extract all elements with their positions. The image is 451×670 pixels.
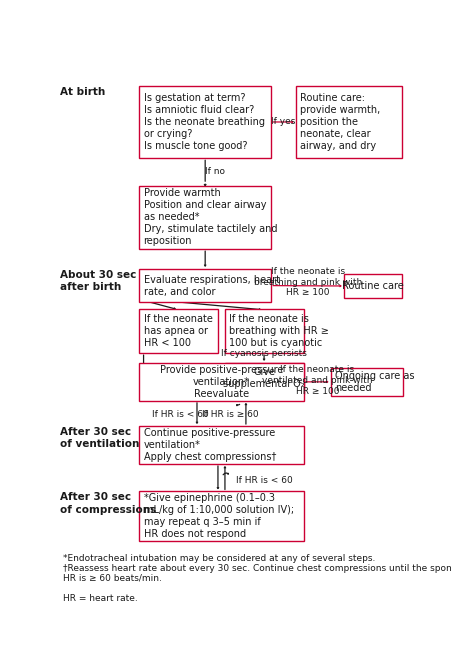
Text: Routine care:
provide warmth,
position the
neonate, clear
airway, and dry: Routine care: provide warmth, position t… bbox=[300, 93, 380, 151]
Text: If the neonate is
ventilated and pink with
HR ≥ 100: If the neonate is ventilated and pink wi… bbox=[262, 365, 373, 396]
FancyBboxPatch shape bbox=[139, 491, 304, 541]
Text: Is gestation at term?
Is amniotic fluid clear?
Is the neonate breathing
or cryin: Is gestation at term? Is amniotic fluid … bbox=[143, 93, 265, 151]
Text: *Give epinephrine (0.1–0.3
mL/kg of 1:10,000 solution IV);
may repeat q 3–5 min : *Give epinephrine (0.1–0.3 mL/kg of 1:10… bbox=[143, 493, 294, 539]
Text: Provide warmth
Position and clear airway
as needed*
Dry, stimulate tactilely and: Provide warmth Position and clear airway… bbox=[143, 188, 277, 247]
Text: At birth: At birth bbox=[60, 86, 106, 96]
FancyBboxPatch shape bbox=[139, 86, 271, 158]
Text: If the neonate is
breathing with HR ≥
100 but is cyanotic: If the neonate is breathing with HR ≥ 10… bbox=[229, 314, 329, 348]
Text: If yes: If yes bbox=[271, 117, 296, 127]
Text: If the neonate
has apnea or
HR < 100: If the neonate has apnea or HR < 100 bbox=[143, 314, 212, 348]
Text: If cyanosis persists: If cyanosis persists bbox=[221, 349, 307, 358]
FancyBboxPatch shape bbox=[225, 362, 304, 394]
Text: After 30 sec
of ventilation: After 30 sec of ventilation bbox=[60, 427, 140, 450]
FancyBboxPatch shape bbox=[296, 86, 402, 158]
Text: If HR is < 60: If HR is < 60 bbox=[152, 410, 209, 419]
Text: HR = heart rate.: HR = heart rate. bbox=[63, 594, 137, 603]
Text: About 30 sec
after birth: About 30 sec after birth bbox=[60, 270, 137, 292]
Text: If no: If no bbox=[205, 167, 225, 176]
Text: If HR is < 60: If HR is < 60 bbox=[236, 476, 292, 485]
Text: After 30 sec
of compressions: After 30 sec of compressions bbox=[60, 492, 156, 515]
FancyBboxPatch shape bbox=[225, 309, 304, 353]
FancyBboxPatch shape bbox=[331, 368, 404, 395]
Text: Evaluate respirations, heart
rate, and color: Evaluate respirations, heart rate, and c… bbox=[143, 275, 280, 297]
Text: *Endotracheal intubation may be considered at any of several steps.: *Endotracheal intubation may be consider… bbox=[63, 554, 375, 563]
FancyBboxPatch shape bbox=[344, 274, 402, 297]
Text: Ongoing care as
needed: Ongoing care as needed bbox=[335, 371, 414, 393]
Text: †Reassess heart rate about every 30 sec. Continue chest compressions until the s: †Reassess heart rate about every 30 sec.… bbox=[63, 564, 451, 573]
FancyBboxPatch shape bbox=[139, 362, 304, 401]
Text: HR is ≥ 60 beats/min.: HR is ≥ 60 beats/min. bbox=[63, 574, 161, 583]
Text: Continue positive-pressure
ventilation*
Apply chest compressions†: Continue positive-pressure ventilation* … bbox=[143, 428, 276, 462]
Text: Provide positive-pressure
ventilation*
Reevaluate: Provide positive-pressure ventilation* R… bbox=[160, 365, 283, 399]
FancyBboxPatch shape bbox=[139, 186, 271, 249]
Text: If HR is ≥ 60: If HR is ≥ 60 bbox=[202, 410, 258, 419]
Text: If the neonate is
breathing and pink with
HR ≥ 100: If the neonate is breathing and pink wit… bbox=[254, 267, 362, 297]
Text: Routine care: Routine care bbox=[342, 281, 404, 291]
FancyBboxPatch shape bbox=[139, 426, 304, 464]
FancyBboxPatch shape bbox=[139, 269, 271, 302]
FancyBboxPatch shape bbox=[139, 309, 218, 353]
Text: Give
supplemental O₂: Give supplemental O₂ bbox=[223, 367, 305, 389]
